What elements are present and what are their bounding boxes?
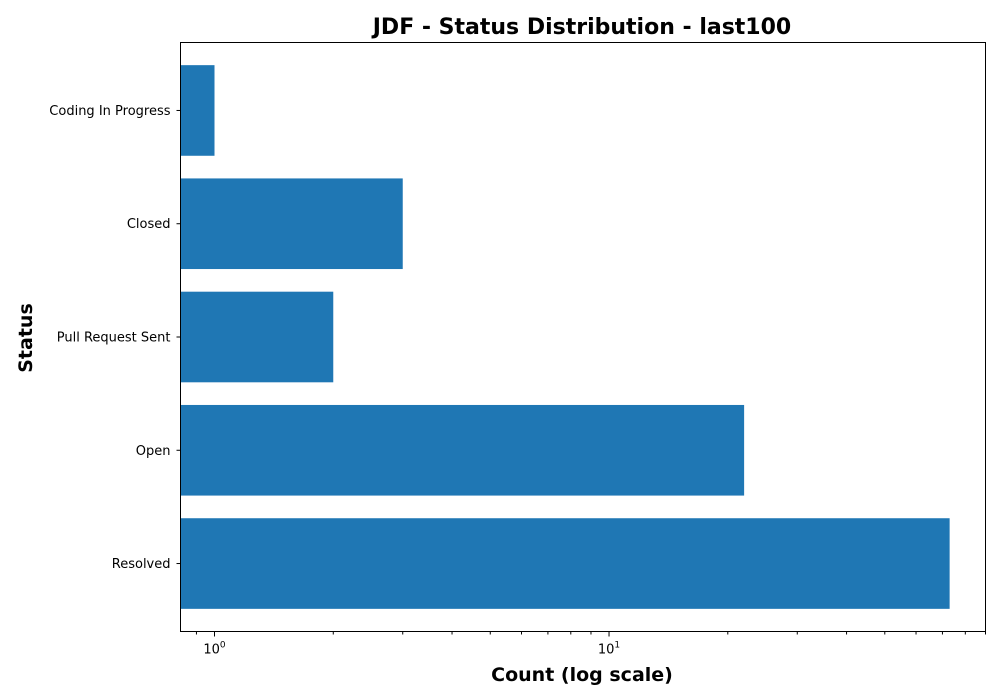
bar-resolved: [181, 518, 950, 609]
x-tick-label: 101: [598, 641, 620, 658]
y-tick-label: Pull Request Sent: [57, 331, 171, 346]
y-tick-label: Closed: [127, 217, 171, 232]
bar-pull-request-sent: [181, 292, 334, 383]
y-tick-label: Resolved: [112, 557, 171, 572]
bar-coding-in-progress: [181, 65, 215, 156]
x-tick-label: 100: [203, 641, 226, 658]
x-axis-ticks: 100 101: [196, 632, 985, 658]
bar-closed: [181, 178, 403, 269]
y-axis-label: Status: [15, 303, 37, 373]
bar-open: [181, 405, 745, 496]
y-axis-ticks: Resolved Open Pull Request Sent Closed Codin…: [49, 104, 180, 572]
y-tick-label: Coding In Progress: [49, 104, 170, 119]
chart-title: JDF - Status Distribution - last100: [371, 15, 791, 40]
x-axis-label: Count (log scale): [491, 664, 673, 686]
y-tick-label: Open: [136, 444, 171, 459]
bars-group: [181, 65, 950, 609]
